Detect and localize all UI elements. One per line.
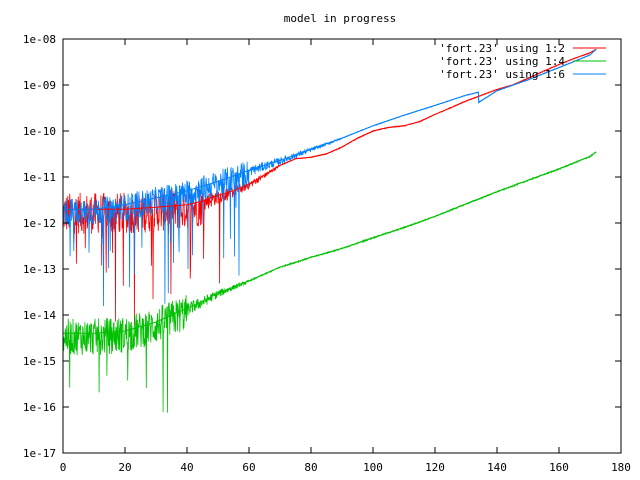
legend-label: 'fort.23' using 1:4 bbox=[439, 55, 565, 68]
x-tick-label: 140 bbox=[487, 461, 507, 474]
series-line bbox=[63, 151, 597, 334]
x-tick-label: 180 bbox=[611, 461, 631, 474]
chart-title: model in progress bbox=[284, 12, 397, 25]
x-tick-label: 40 bbox=[180, 461, 193, 474]
y-tick-label: 1e-10 bbox=[23, 125, 56, 138]
x-tick-label: 80 bbox=[304, 461, 317, 474]
x-tick-label: 120 bbox=[425, 461, 445, 474]
y-tick-label: 1e-08 bbox=[23, 33, 56, 46]
y-tick-label: 1e-09 bbox=[23, 79, 56, 92]
y-tick-label: 1e-15 bbox=[23, 355, 56, 368]
x-tick-label: 160 bbox=[549, 461, 569, 474]
series-noise-trace bbox=[62, 49, 597, 307]
x-tick-label: 0 bbox=[60, 461, 67, 474]
noise-layer bbox=[62, 48, 597, 413]
legend-label: 'fort.23' using 1:6 bbox=[439, 68, 565, 81]
y-tick-label: 1e-17 bbox=[23, 447, 56, 460]
x-tick-label: 100 bbox=[363, 461, 383, 474]
plot-frame bbox=[62, 38, 622, 454]
series-line bbox=[63, 48, 597, 210]
series-noise-trace bbox=[62, 48, 597, 326]
y-tick-label: 1e-13 bbox=[23, 263, 56, 276]
x-tick-label: 20 bbox=[118, 461, 131, 474]
x-tick-label: 60 bbox=[242, 461, 255, 474]
axis-layer: 0 20 40 60 80 100 120 140 160 180 1e-08 1e-09 1e-10 1… bbox=[23, 33, 631, 474]
series-layer bbox=[63, 48, 597, 334]
legend-label: 'fort.23' using 1:2 bbox=[439, 42, 565, 55]
y-tick-label: 1e-11 bbox=[23, 171, 56, 184]
y-tick-label: 1e-14 bbox=[23, 309, 56, 322]
series-line bbox=[63, 48, 597, 210]
legend: 'fort.23' using 1:2'fort.23' using 1:4'f… bbox=[439, 42, 606, 81]
y-tick-label: 1e-12 bbox=[23, 217, 56, 230]
y-tick-label: 1e-16 bbox=[23, 401, 56, 414]
